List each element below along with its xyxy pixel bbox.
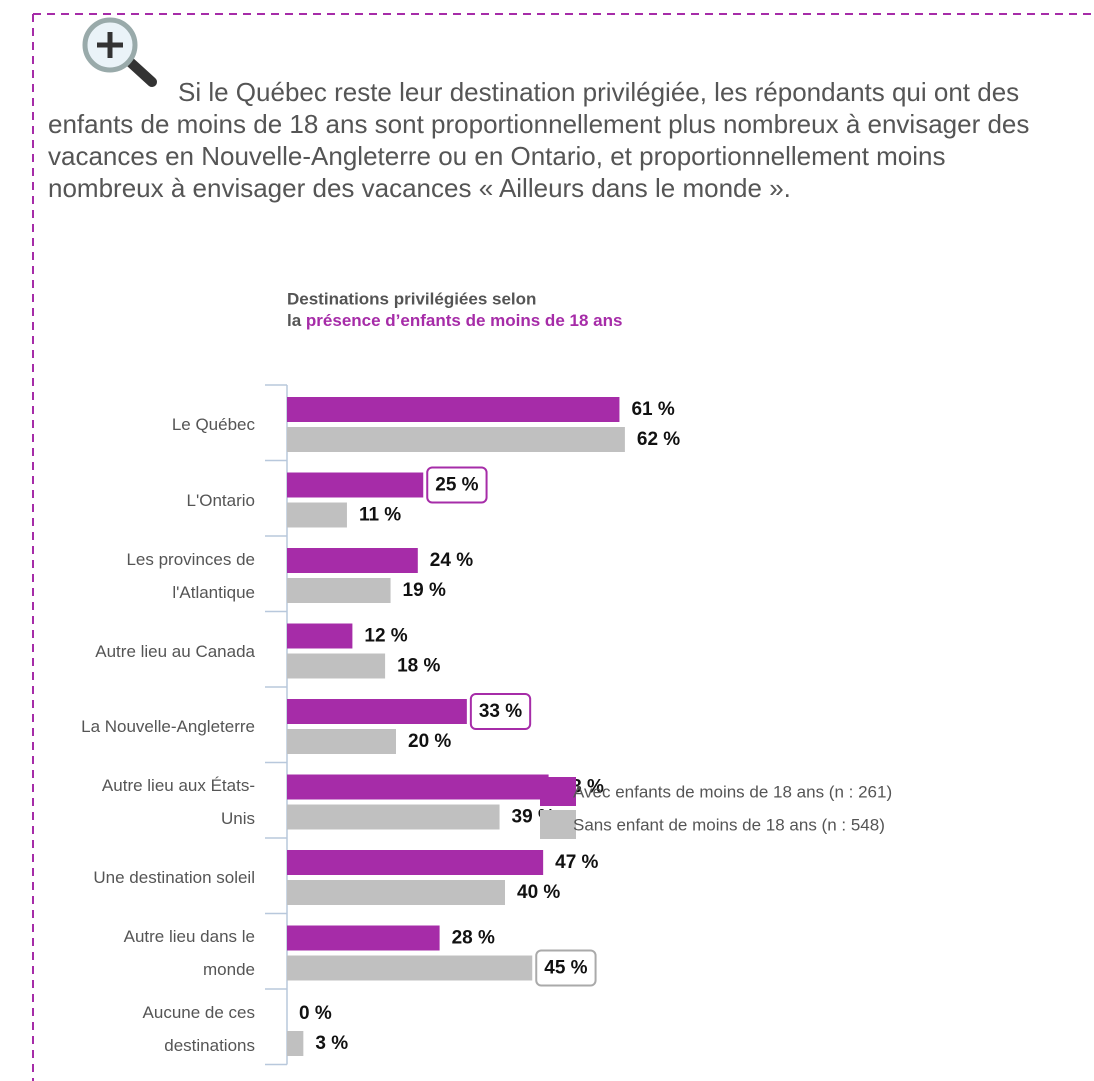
value-label: 19 % xyxy=(403,580,446,601)
category-label: Les provinces de l'Atlantique xyxy=(126,549,255,602)
bar xyxy=(287,880,505,905)
bar xyxy=(287,850,544,875)
bar xyxy=(287,653,386,679)
value-label: 11 % xyxy=(359,505,401,526)
category-label: Autre lieu au Canada xyxy=(95,641,255,661)
bar xyxy=(287,1031,304,1056)
category-label: Une destination soleil xyxy=(93,868,255,888)
value-label: 62 % xyxy=(637,429,680,450)
value-label: 45 % xyxy=(544,958,587,979)
bar xyxy=(287,729,396,754)
bar xyxy=(287,774,549,800)
bar xyxy=(287,548,418,573)
value-label: 3 % xyxy=(315,1033,348,1054)
bar xyxy=(287,472,424,498)
bar xyxy=(287,397,620,422)
legend-label: Sans enfant de moins de 18 ans (n : 548) xyxy=(573,815,885,834)
bar xyxy=(287,578,391,603)
highlight-box xyxy=(535,949,597,987)
value-label: 20 % xyxy=(408,731,451,752)
legend-label: Avec enfants de moins de 18 ans (n : 261… xyxy=(573,782,892,801)
category-label: Aucune de ces destinations xyxy=(142,1002,255,1055)
highlight-box xyxy=(426,466,488,504)
bar xyxy=(287,804,500,830)
bar xyxy=(287,925,440,951)
value-label: 18 % xyxy=(397,656,440,677)
bar xyxy=(287,955,533,981)
legend-swatch xyxy=(540,810,576,839)
value-label: 28 % xyxy=(452,928,495,949)
legend-swatch xyxy=(540,777,576,806)
chart-subtitle: la présence d’enfants de moins de 18 ans xyxy=(287,311,622,330)
value-label: 25 % xyxy=(435,475,478,496)
value-label: 40 % xyxy=(517,882,560,903)
value-label: 33 % xyxy=(479,701,522,722)
value-label: 24 % xyxy=(430,550,473,571)
value-label: 0 % xyxy=(299,1003,332,1024)
category-label: L'Ontario xyxy=(186,490,255,510)
value-label: 12 % xyxy=(364,626,407,647)
category-label: Autre lieu dans le monde xyxy=(123,927,255,980)
category-label: La Nouvelle-Angleterre xyxy=(81,717,255,737)
bar xyxy=(287,427,625,452)
intro-text: Si le Québec reste leur destination priv… xyxy=(48,77,1030,203)
category-label: Autre lieu aux États- Unis xyxy=(101,776,255,829)
category-label: Le Québec xyxy=(171,415,255,435)
bar xyxy=(287,699,467,724)
bar xyxy=(287,623,353,649)
bar xyxy=(287,502,347,528)
highlight-box xyxy=(469,693,532,730)
value-label: 61 % xyxy=(631,399,674,420)
title-highlight: présence d’enfants de moins de 18 ans xyxy=(306,311,623,330)
zoom-icon xyxy=(82,17,157,87)
value-label: 47 % xyxy=(555,852,598,873)
title-prefix: la xyxy=(287,311,302,330)
chart-title: Destinations privilégiées selon xyxy=(287,289,536,308)
